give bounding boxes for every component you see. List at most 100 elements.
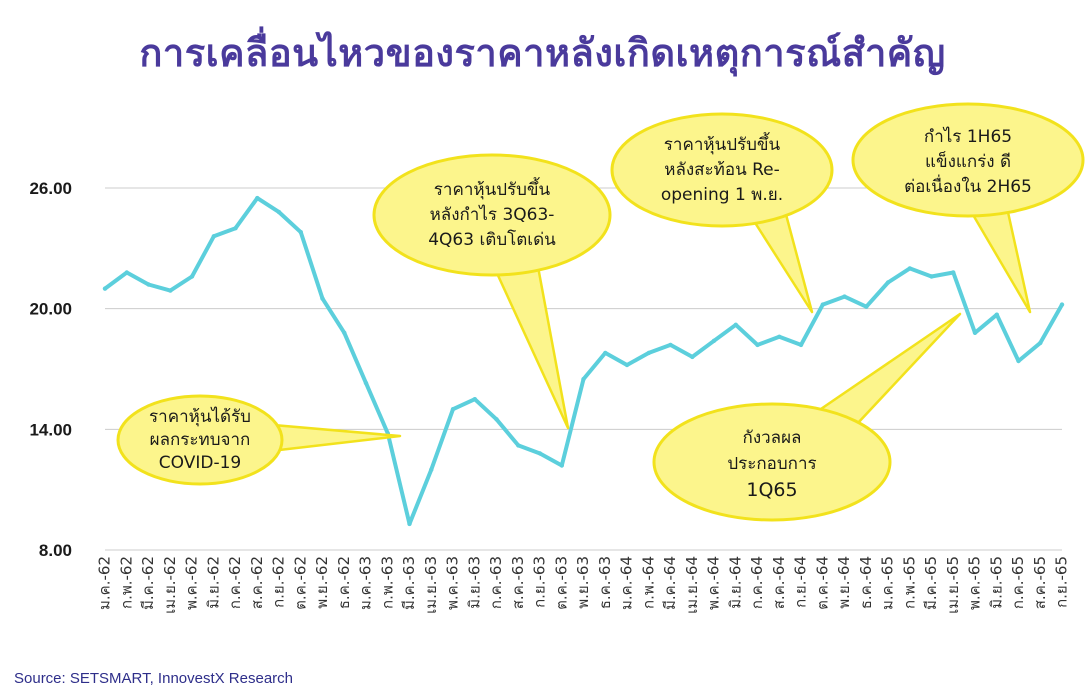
callout-line: 1Q65 (746, 479, 797, 501)
data-point (450, 407, 456, 412)
y-tick-label: 26.00 (29, 179, 72, 198)
data-point (320, 296, 325, 301)
callout-line: หลังสะท้อน Re- (664, 160, 780, 180)
annotation-covid: ราคาหุ้นได้รับ ผลกระทบจาก COVID-19 (116, 394, 402, 486)
x-tick-label: มี.ค.-64 (661, 556, 679, 610)
y-tick-label: 14.00 (29, 420, 72, 439)
data-point (711, 338, 717, 343)
x-tick-label: มิ.ย.-63 (465, 556, 483, 609)
y-tick-label: 8.00 (39, 541, 72, 560)
data-point (842, 294, 847, 299)
series-layer (102, 195, 1065, 527)
callout-bubble (652, 402, 892, 522)
x-tick-label: เม.ย.-65 (944, 556, 962, 614)
x-tick-label: ต.ค.-64 (813, 556, 831, 610)
x-tick-label: ธ.ค.-62 (335, 556, 353, 609)
x-tick-label: มี.ค.-62 (139, 556, 157, 610)
callout-line: ประกอบการ (727, 454, 816, 474)
x-tick-label: ก.ย.-65 (1053, 556, 1071, 608)
x-tick-label: มิ.ย.-65 (987, 556, 1005, 609)
callout-line: ราคาหุ้นได้รับ (149, 406, 251, 427)
x-tick-label: พ.ค.-64 (705, 556, 723, 610)
data-point (951, 270, 956, 275)
callout-line: หลังกำไร 3Q63- (430, 204, 555, 225)
x-tick-label: ส.ค.-65 (1031, 556, 1049, 609)
y-axis-ticks: 8.00 14.00 20.00 26.00 (29, 179, 72, 560)
x-axis-ticks: ม.ค.-62 ก.พ.-62 มี.ค.-62 เม.ย.-62 พ.ค.-62 มิ.… (96, 556, 1071, 614)
data-point (407, 521, 412, 527)
callout-bubble (851, 102, 1085, 218)
data-point (537, 451, 543, 456)
data-point (733, 322, 738, 327)
callout-line: ผลกระทบจาก (150, 430, 251, 450)
data-point (472, 397, 477, 402)
data-point (102, 286, 108, 291)
data-point (690, 354, 695, 360)
x-tick-label: ต.ค.-63 (552, 556, 570, 610)
data-point (276, 209, 282, 215)
x-tick-label: พ.ค.-62 (183, 556, 201, 610)
x-tick-label: มี.ค.-63 (400, 556, 418, 610)
annotation-layer: ราคาหุ้นได้รับ ผลกระทบจาก COVID-19 ราคาห… (116, 102, 1085, 522)
x-tick-label: ก.พ.-65 (900, 556, 918, 609)
callout-line: ต่อเนื่องใน 2H65 (904, 174, 1032, 197)
y-tick-label: 20.00 (29, 300, 72, 319)
x-tick-label: ก.พ.-63 (378, 556, 396, 609)
x-tick-label: พ.ค.-63 (444, 556, 462, 610)
data-point (929, 274, 934, 279)
x-tick-label: ต.ค.-62 (291, 556, 309, 610)
data-point (1038, 340, 1043, 346)
data-point (777, 334, 782, 339)
x-tick-label: ก.ค.-65 (1009, 556, 1027, 609)
data-point (211, 234, 216, 239)
data-point (668, 342, 673, 348)
data-point (972, 330, 978, 335)
data-point (755, 342, 760, 348)
data-point (516, 443, 521, 448)
x-tick-label: ก.ค.-64 (748, 556, 766, 609)
data-point (494, 417, 499, 422)
x-tick-label: มิ.ย.-64 (726, 556, 744, 609)
data-point (146, 282, 151, 287)
x-tick-label: ม.ค.-64 (618, 556, 636, 610)
callout-line: แข็งแกร่ง ดี (925, 150, 1011, 172)
data-point (603, 350, 608, 356)
data-point (624, 362, 630, 368)
callout-line: ราคาหุ้นปรับขึ้น (664, 132, 781, 155)
x-tick-label: มิ.ย.-62 (204, 556, 222, 609)
data-point (646, 350, 651, 356)
data-point (233, 226, 238, 231)
x-tick-label: พ.ค.-65 (966, 556, 984, 610)
x-tick-label: ธ.ค.-63 (596, 556, 614, 609)
data-point (798, 342, 804, 348)
x-tick-label: ก.พ.-64 (639, 556, 657, 609)
x-tick-label: ม.ค.-65 (879, 556, 897, 610)
callout-line: กำไร 1H65 (924, 126, 1012, 147)
annotation-reopening: ราคาหุ้นปรับขึ้น หลังสะท้อน Re- opening … (610, 112, 834, 314)
data-point (429, 467, 434, 472)
callout-line: กังวลผล (743, 428, 802, 448)
data-point (342, 330, 347, 335)
data-point (168, 288, 173, 293)
chart-title: การเคลื่อนไหวของราคาหลังเกิดเหตุการณ์สำค… (139, 31, 946, 75)
callout-bubble (116, 394, 284, 486)
x-tick-label: ก.ค.-62 (226, 556, 244, 609)
annotation-1h65: กำไร 1H65 แข็งแกร่ง ดี ต่อเนื่องใน 2H65 (851, 102, 1085, 314)
x-tick-label: พ.ย.-63 (574, 556, 592, 609)
x-tick-label: ส.ค.-63 (509, 556, 527, 609)
source-note: Source: SETSMART, InnovestX Research (14, 670, 294, 687)
x-tick-label: ส.ค.-62 (248, 556, 266, 609)
callout-bubble (610, 112, 834, 228)
data-point (820, 302, 825, 307)
x-tick-label: ส.ค.-64 (770, 556, 788, 609)
x-tick-label: เม.ย.-64 (683, 556, 701, 614)
x-tick-label: พ.ย.-62 (313, 556, 331, 609)
data-point (885, 280, 891, 285)
x-tick-label: พ.ย.-64 (835, 556, 853, 609)
x-tick-label: ก.ย.-62 (270, 556, 288, 608)
data-point (907, 266, 912, 271)
callout-bubble (372, 153, 612, 277)
data-point (255, 195, 260, 201)
data-point (1016, 358, 1021, 364)
callout-line: 4Q63 เติบโตเด่น (428, 229, 556, 250)
